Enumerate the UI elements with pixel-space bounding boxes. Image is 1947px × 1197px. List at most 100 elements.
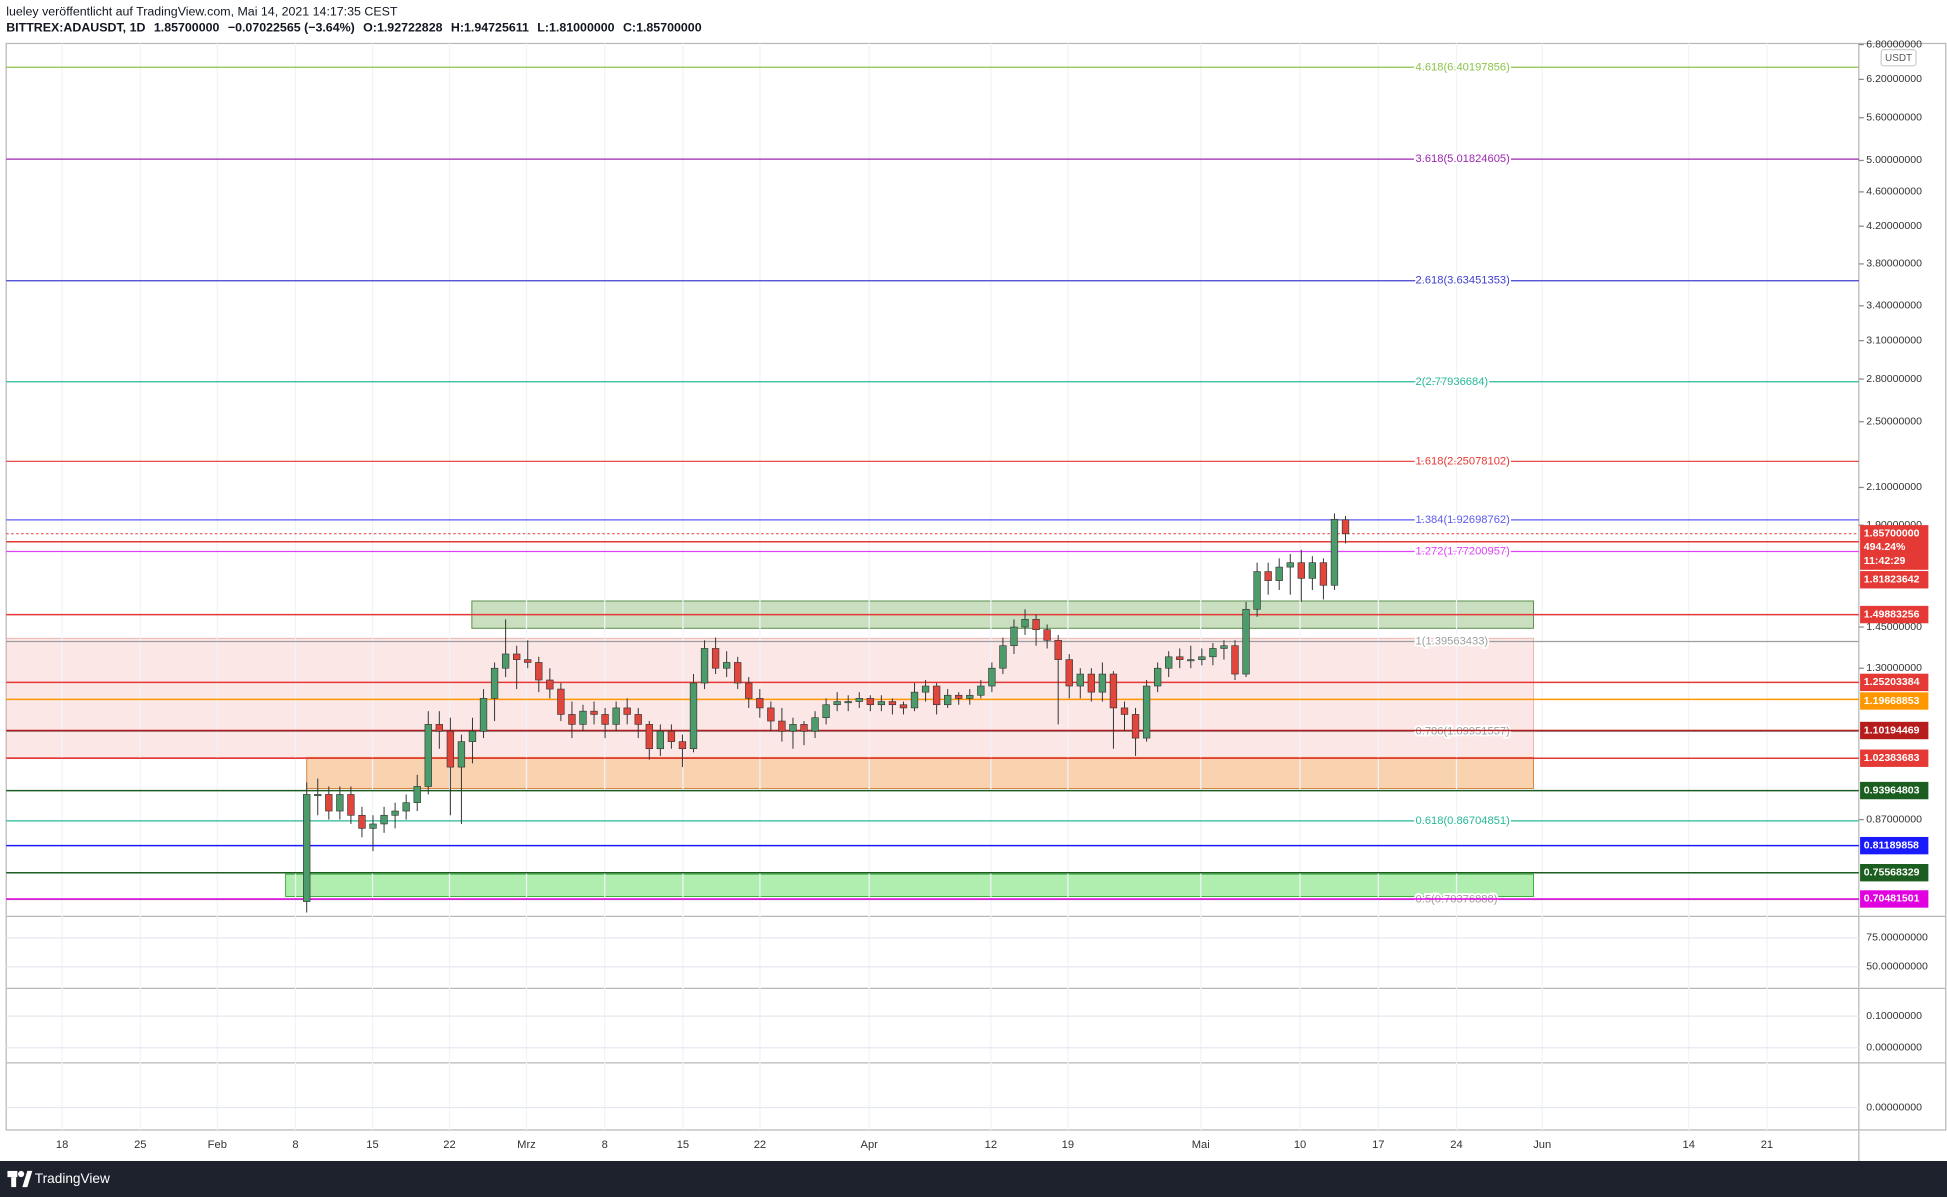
candle-body [479, 698, 488, 732]
y-tick-label: 4.60000000 [1866, 186, 1922, 198]
candle-body [811, 717, 819, 732]
candle-body [734, 662, 742, 684]
candle-body [557, 688, 565, 715]
candle-body [1319, 562, 1328, 586]
y-tick-label: 2.10000000 [1866, 481, 1922, 493]
candle-body [1032, 619, 1040, 630]
price-tag [1860, 605, 1929, 624]
price-tag-label: 1.02383683 [1864, 752, 1920, 764]
y-tick-label: 1.30000000 [1866, 662, 1922, 674]
candle-body [1341, 519, 1350, 535]
candle-body [424, 724, 432, 787]
candle-body [645, 724, 653, 750]
candle-body [789, 724, 797, 732]
y-tick-label: 6.80000000 [1866, 38, 1922, 50]
candle-body [612, 707, 620, 725]
candle-body [866, 698, 874, 706]
candle-body [1264, 571, 1272, 581]
y-tick-label: 1.45000000 [1866, 621, 1922, 633]
candle-body [1253, 571, 1261, 610]
candle-body [413, 786, 421, 803]
x-tick-label: 10 [1294, 1139, 1306, 1151]
price-tag-label: 1.49883256 [1864, 608, 1920, 620]
price-tag [1860, 571, 1929, 589]
fib-label: 4.618(6.40197856) [1416, 61, 1511, 73]
brand-name: TradingView [35, 1171, 110, 1186]
price-tag [1860, 836, 1929, 855]
candle-body [966, 694, 974, 699]
y-tick-label: 2.80000000 [1866, 373, 1922, 385]
x-tick-label: 8 [292, 1139, 298, 1151]
price-tag-label: 0.93964803 [1864, 784, 1920, 796]
candle-body [446, 730, 455, 768]
candle-body [623, 707, 631, 715]
candle-body [877, 701, 886, 706]
candle-body [546, 679, 554, 690]
candle-body [921, 685, 930, 693]
candle-body [325, 794, 333, 812]
currency-label: USDT [1885, 53, 1912, 64]
y-tick-label: 0.87000000 [1866, 813, 1922, 825]
candle-body [634, 714, 642, 725]
price-tag [1860, 890, 1929, 908]
candle-body [756, 698, 764, 709]
candle-body [1098, 673, 1107, 693]
candle-body [1308, 562, 1317, 579]
fib-label: 1.384(1.92698762) [1416, 514, 1511, 526]
y-tick-label: 5.60000000 [1866, 112, 1922, 124]
price-tag [1860, 721, 1929, 740]
candle-body [1109, 673, 1118, 709]
pane-tick-label: 0.00000000 [1866, 1042, 1922, 1054]
price-tag-extra: 11:42:29 [1864, 555, 1906, 567]
candle-body [1010, 626, 1018, 647]
candle-body [932, 685, 941, 706]
candle-body [501, 653, 510, 669]
candle-body [700, 648, 709, 684]
open: O:1.92722828 [363, 21, 442, 35]
candle-body [656, 730, 665, 750]
candle-body [579, 710, 587, 725]
x-tick-label: 17 [1372, 1139, 1384, 1151]
x-tick-label: 15 [366, 1139, 378, 1151]
candle-body [358, 814, 366, 829]
x-tick-label: 14 [1683, 1139, 1695, 1151]
candle-body [314, 794, 322, 797]
x-tick-label: 15 [677, 1139, 689, 1151]
chart-frame [5, 42, 1947, 1131]
candle-body [722, 662, 731, 669]
symbol: BITTREX:ADAUSDT, 1D [6, 21, 145, 35]
price-tag [1860, 692, 1929, 710]
ohlc-header: BITTREX:ADAUSDT, 1D 1.85700000 −0.070225… [6, 21, 702, 35]
candle-body [778, 720, 786, 732]
x-tick-label: 24 [1450, 1139, 1462, 1151]
price-tag-label: 1.19668853 [1864, 695, 1920, 707]
candle-body [513, 653, 521, 660]
candle-body [1043, 629, 1051, 641]
pane-tick-label: 0.10000000 [1866, 1010, 1922, 1022]
candle-body [457, 741, 466, 768]
candle-body [1198, 656, 1206, 660]
y-tick-label: 3.10000000 [1866, 334, 1922, 346]
candle-body [1021, 619, 1029, 628]
price-tag-label: 1.85700000 [1864, 528, 1920, 540]
close: C:1.85700000 [623, 21, 702, 35]
y-tick-label: 3.80000000 [1866, 258, 1922, 270]
candle-body [435, 724, 443, 732]
candle-body [1286, 562, 1294, 568]
candle-body [468, 730, 477, 742]
price-tag [1860, 781, 1929, 800]
pane-tick-label: 0.00000000 [1866, 1101, 1922, 1113]
candle-body [1187, 659, 1195, 662]
x-tick-label: 19 [1062, 1139, 1074, 1151]
axis-layer: 6.80000000 6.20000000 5.60000000 5.00000000… [56, 38, 1929, 1151]
candle-body [800, 724, 808, 732]
y-tick-label: 2.50000000 [1866, 416, 1922, 428]
chart-title: lueley veröffentlicht auf TradingView.co… [6, 5, 398, 19]
candle-body [833, 701, 841, 706]
candle-body [524, 659, 532, 663]
x-tick-label: Mai [1192, 1139, 1210, 1151]
low: L:1.81000000 [537, 21, 614, 35]
candle-body [1054, 639, 1062, 660]
fib-label: 2.618(3.63451353) [1416, 275, 1511, 287]
price-tag [1860, 673, 1929, 692]
